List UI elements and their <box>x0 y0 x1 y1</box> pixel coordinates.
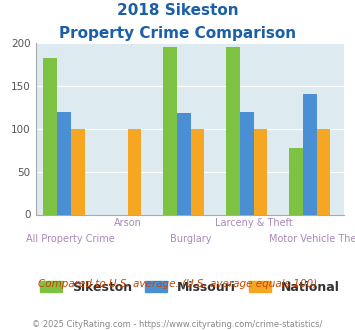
Bar <box>240 113 253 214</box>
Bar <box>163 47 177 214</box>
Bar <box>177 113 191 214</box>
Text: Motor Vehicle Theft: Motor Vehicle Theft <box>269 234 355 244</box>
Text: © 2025 CityRating.com - https://www.cityrating.com/crime-statistics/: © 2025 CityRating.com - https://www.city… <box>32 320 323 329</box>
Bar <box>191 129 204 214</box>
Bar <box>317 129 331 214</box>
Text: All Property Crime: All Property Crime <box>26 234 115 244</box>
Bar <box>57 112 71 214</box>
Text: Burglary: Burglary <box>170 234 211 244</box>
Text: Arson: Arson <box>114 218 141 228</box>
Bar <box>303 94 317 214</box>
Bar <box>127 129 141 214</box>
Bar <box>226 47 240 214</box>
Legend: Sikeston, Missouri, National: Sikeston, Missouri, National <box>35 276 345 299</box>
Bar <box>253 129 267 214</box>
Text: Larceny & Theft: Larceny & Theft <box>215 218 293 228</box>
Bar <box>43 58 57 214</box>
Bar <box>289 148 303 214</box>
Bar <box>71 129 84 214</box>
Text: 2018 Sikeston: 2018 Sikeston <box>117 3 238 18</box>
Text: Compared to U.S. average. (U.S. average equals 100): Compared to U.S. average. (U.S. average … <box>38 279 317 289</box>
Text: Property Crime Comparison: Property Crime Comparison <box>59 26 296 41</box>
